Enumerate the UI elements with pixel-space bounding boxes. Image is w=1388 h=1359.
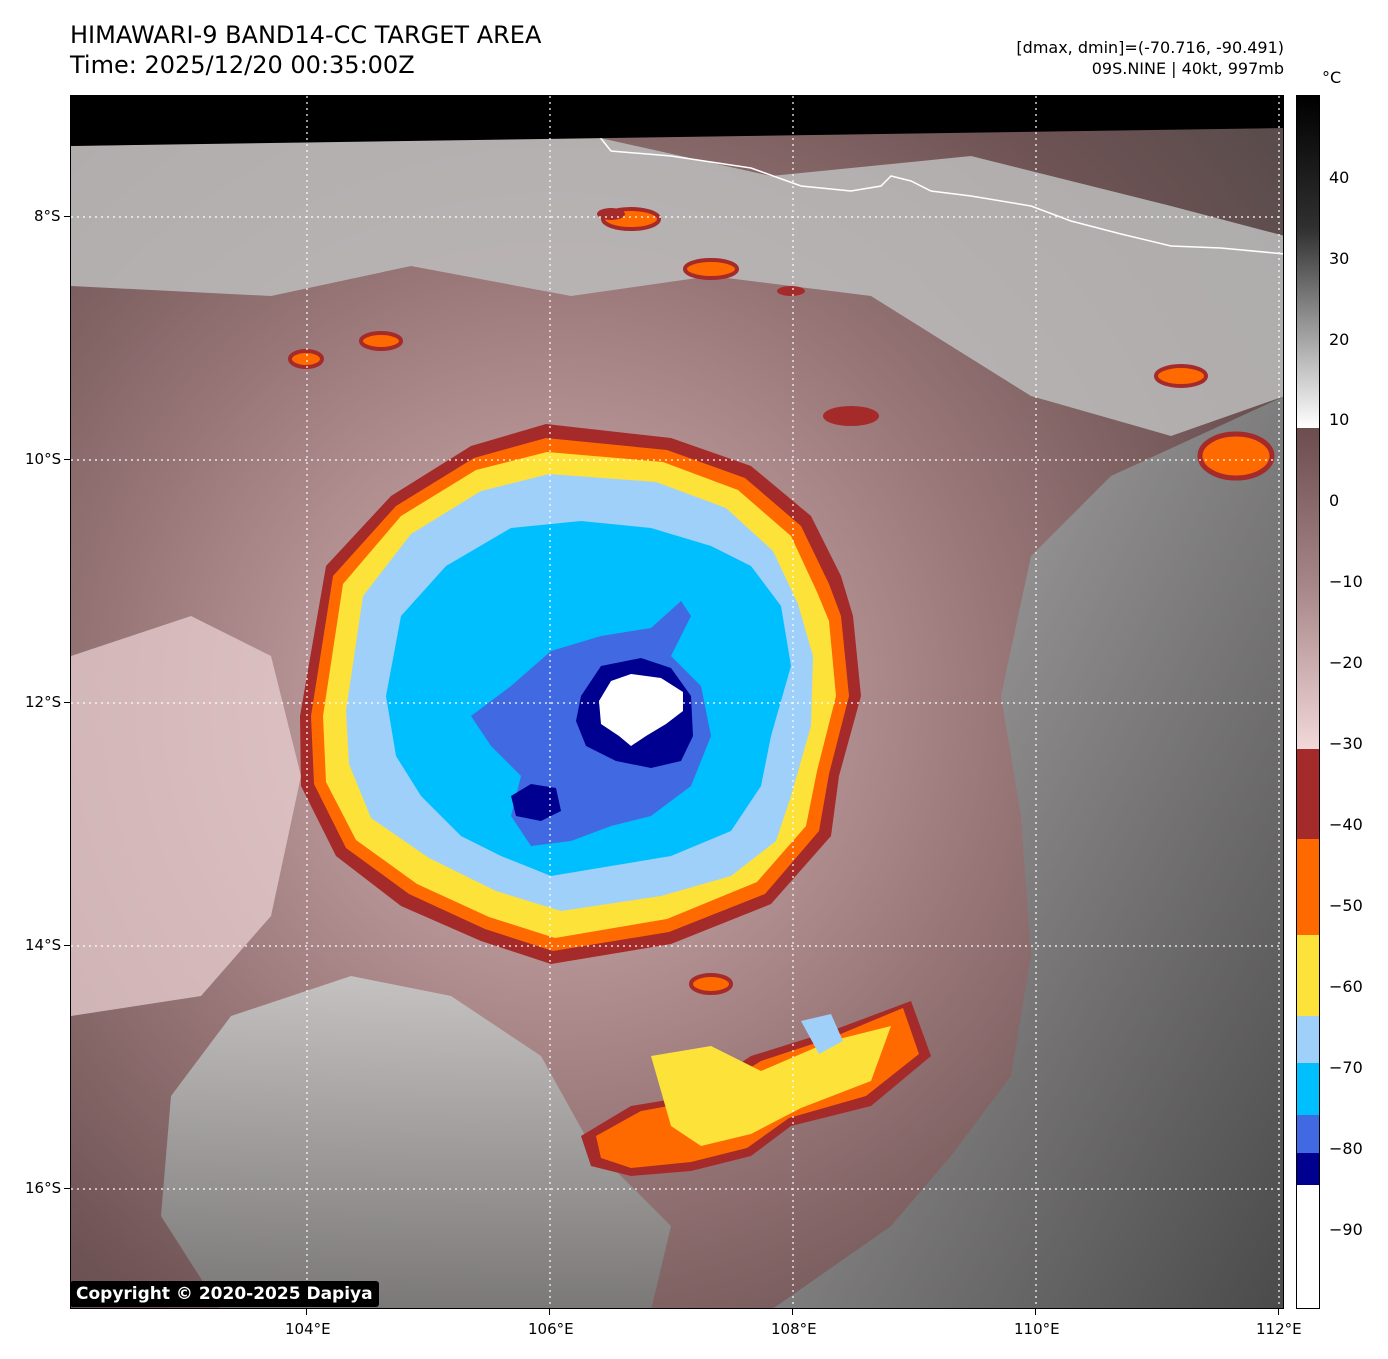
grey-region-north: [71, 136, 1283, 436]
storm-info: [dmax, dmin]=(-70.716, -90.491) 09S.NINE…: [1016, 37, 1284, 79]
grey-region-east: [773, 396, 1283, 1308]
lon-tick: [792, 1309, 793, 1315]
pink-region-west: [71, 616, 301, 1016]
colorbar-greyscale: [1297, 96, 1319, 428]
lat-label-8s: 8°S: [34, 207, 61, 225]
lon-label-110: 110°E: [1014, 1320, 1060, 1338]
colorbar-white: [1297, 1185, 1319, 1308]
lon-tick: [1035, 1309, 1036, 1315]
lon-tick: [1278, 1309, 1279, 1315]
lon-tick: [549, 1309, 550, 1315]
colorbar-unit: °C: [1322, 68, 1342, 87]
storm-text: 09S.NINE | 40kt, 997mb: [1091, 59, 1284, 78]
lat-label-14s: 14°S: [25, 936, 62, 954]
colorbar: [1296, 95, 1320, 1309]
range-text: [dmax, dmin]=(-70.716, -90.491): [1016, 38, 1284, 57]
storm-core: [300, 424, 861, 964]
no-data-strip: [71, 96, 1283, 146]
colorbar-tick-minus50: −50: [1329, 896, 1363, 915]
lon-label-112: 112°E: [1256, 1320, 1302, 1338]
colorbar-orange: [1297, 839, 1319, 935]
chart-title: HIMAWARI-9 BAND14-CC TARGET AREA Time: 20…: [70, 20, 541, 80]
colorbar-deep-sky: [1297, 1063, 1319, 1115]
satellite-imagery: [71, 96, 1283, 1308]
colorbar-tick-minus40: −40: [1329, 815, 1363, 834]
coastline: [598, 96, 1283, 255]
colorbar-tick-10: 10: [1329, 410, 1350, 429]
colorbar-tick-minus70: −70: [1329, 1058, 1363, 1077]
colorbar-tick-minus20: −20: [1329, 653, 1363, 672]
lon-label-106: 106°E: [528, 1320, 574, 1338]
grey-region-southwest: [161, 976, 671, 1308]
colorbar-dark-red: [1297, 749, 1319, 839]
colorbar-tick-minus60: −60: [1329, 977, 1363, 996]
title-line-2: Time: 2025/12/20 00:35:00Z: [70, 51, 415, 79]
colorbar-tick-40: 40: [1329, 168, 1350, 187]
lon-label-104: 104°E: [285, 1320, 331, 1338]
lat-label-12s: 12°S: [25, 693, 62, 711]
lat-label-16s: 16°S: [25, 1179, 62, 1197]
colorbar-tick-minus90: −90: [1329, 1220, 1363, 1239]
colorbar-yellow: [1297, 935, 1319, 1016]
colorbar-brown-pink: [1297, 428, 1319, 749]
scattered-convection: [288, 207, 1275, 995]
lat-tick: [64, 1188, 70, 1189]
southern-band: [581, 1001, 931, 1176]
colorbar-tick-minus80: −80: [1329, 1139, 1363, 1158]
lat-label-10s: 10°S: [25, 450, 62, 468]
lon-tick: [306, 1309, 307, 1315]
graticule: [71, 96, 1283, 1308]
colorbar-light-blue: [1297, 1016, 1319, 1063]
title-line-1: HIMAWARI-9 BAND14-CC TARGET AREA: [70, 21, 542, 49]
colorbar-tick-0: 0: [1329, 491, 1340, 510]
lat-tick: [64, 702, 70, 703]
lat-tick: [64, 459, 70, 460]
colorbar-tick-20: 20: [1329, 330, 1350, 349]
satellite-map: [70, 95, 1284, 1309]
colorbar-tick-minus10: −10: [1329, 572, 1363, 591]
copyright-label: Copyright © 2020-2025 Dapiya: [70, 1281, 379, 1307]
colorbar-royal-blue: [1297, 1115, 1319, 1153]
lat-tick: [64, 216, 70, 217]
colorbar-navy: [1297, 1153, 1319, 1185]
lon-label-108: 108°E: [771, 1320, 817, 1338]
colorbar-tick-30: 30: [1329, 249, 1350, 268]
colorbar-tick-minus30: −30: [1329, 734, 1363, 753]
lat-tick: [64, 945, 70, 946]
